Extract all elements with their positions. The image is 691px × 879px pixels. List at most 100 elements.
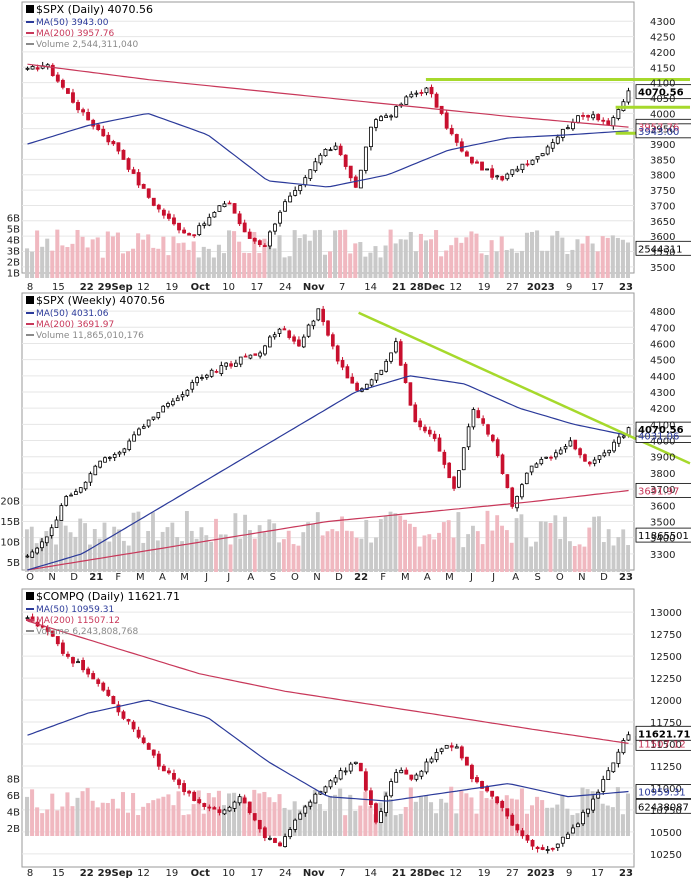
last-price-tag-box bbox=[635, 725, 691, 741]
volume-bar bbox=[565, 808, 570, 836]
candle-body bbox=[116, 142, 121, 152]
candle-body bbox=[459, 746, 464, 759]
volume-bar bbox=[227, 793, 232, 836]
volume-bar bbox=[358, 242, 363, 278]
volume-bar bbox=[120, 792, 125, 836]
volume-bar bbox=[621, 529, 626, 572]
candle-body bbox=[308, 801, 313, 807]
volume-bar bbox=[216, 790, 221, 836]
volume-bar bbox=[572, 546, 577, 572]
candle-body bbox=[414, 92, 419, 95]
volume-bar bbox=[50, 793, 55, 836]
volume-bar bbox=[439, 256, 444, 278]
candle-body bbox=[101, 682, 106, 691]
volume-bar bbox=[75, 229, 80, 278]
volume-bar bbox=[620, 239, 625, 278]
volume-bar bbox=[80, 791, 85, 836]
candle-body bbox=[273, 838, 277, 843]
volume-bar bbox=[121, 540, 126, 572]
volume-bar bbox=[301, 532, 306, 572]
volume-bar bbox=[590, 791, 595, 836]
volume-bar bbox=[550, 807, 555, 836]
volume-bar bbox=[186, 814, 191, 836]
volume-bar bbox=[407, 523, 412, 572]
volume-bar bbox=[315, 512, 320, 572]
volume-bar bbox=[45, 809, 50, 836]
volume-bar bbox=[484, 798, 489, 836]
candle-body bbox=[106, 134, 111, 143]
volume-bar bbox=[88, 544, 92, 572]
price-tick-label: 4050 bbox=[650, 94, 675, 105]
candle-body bbox=[60, 79, 65, 88]
volume-bar bbox=[393, 815, 398, 836]
ma50-value-tag: 3943.00 bbox=[638, 127, 679, 138]
price-tick-label: 4100 bbox=[650, 79, 675, 90]
volume-bar bbox=[418, 796, 423, 836]
ma50-line bbox=[27, 375, 629, 571]
volume-bar bbox=[606, 529, 611, 572]
candle-body bbox=[161, 209, 166, 216]
candle-body bbox=[227, 806, 232, 812]
volume-bar bbox=[388, 799, 393, 836]
candle-body bbox=[127, 440, 132, 450]
volume-bar bbox=[373, 246, 378, 278]
volume-bar bbox=[307, 801, 312, 836]
legend-label: Volume 11,865,010,176 bbox=[36, 331, 144, 341]
price-tick-label: 3550 bbox=[650, 248, 675, 259]
x-tick-label: 9 bbox=[566, 282, 572, 293]
candle-body bbox=[126, 719, 131, 722]
candle-body bbox=[146, 743, 151, 750]
x-tick-label: 24 bbox=[279, 282, 292, 293]
candle-body bbox=[389, 781, 394, 797]
volume-bar bbox=[434, 813, 439, 836]
volume-bar bbox=[464, 237, 469, 278]
volume-tick-label: 3B bbox=[7, 247, 20, 258]
candle-body bbox=[293, 190, 298, 196]
volume-bar bbox=[257, 793, 262, 836]
price-tick-label: 3900 bbox=[650, 140, 675, 151]
ma50-line bbox=[27, 699, 629, 802]
candle-body bbox=[554, 452, 558, 458]
volume-bar bbox=[519, 250, 524, 278]
candle-body bbox=[475, 161, 479, 164]
candle-body bbox=[49, 527, 54, 536]
volume-bar bbox=[184, 511, 189, 572]
volume-bar bbox=[514, 518, 519, 572]
candle-body bbox=[540, 153, 545, 157]
candle-body bbox=[272, 334, 277, 338]
candle-body bbox=[495, 175, 500, 178]
candle-body bbox=[419, 92, 424, 94]
volume-bar bbox=[267, 241, 272, 278]
price-tick-label: 3850 bbox=[650, 155, 675, 166]
candle-body bbox=[515, 168, 520, 172]
volume-bar bbox=[35, 230, 40, 278]
candle-body bbox=[529, 465, 534, 473]
volume-bar bbox=[577, 544, 582, 572]
price-tick-label: 3900 bbox=[650, 453, 675, 464]
candle-body bbox=[449, 745, 454, 748]
volume-bar bbox=[429, 239, 434, 278]
candle-body bbox=[555, 136, 560, 144]
candle-body bbox=[71, 657, 75, 664]
candle-body bbox=[252, 237, 257, 242]
volume-bar bbox=[439, 798, 444, 836]
candle-body bbox=[340, 359, 345, 368]
volume-bar bbox=[216, 244, 221, 278]
volume-bar bbox=[247, 253, 252, 278]
volume-bar bbox=[95, 237, 100, 278]
candle-body bbox=[429, 86, 434, 95]
candle-body bbox=[338, 145, 343, 156]
volume-bar bbox=[330, 529, 335, 572]
volume-bar bbox=[449, 245, 454, 278]
candle-body bbox=[232, 203, 237, 214]
volume-bar bbox=[403, 519, 407, 572]
volume-bar bbox=[489, 799, 494, 836]
volume-bar bbox=[398, 239, 403, 278]
volume-bar bbox=[565, 253, 570, 278]
volume-bar bbox=[166, 255, 171, 278]
x-tick-label: 14 bbox=[364, 868, 377, 879]
volume-bar bbox=[25, 248, 30, 278]
volume-bar bbox=[170, 522, 175, 572]
volume-bar bbox=[408, 231, 413, 278]
candle-body bbox=[54, 519, 59, 528]
